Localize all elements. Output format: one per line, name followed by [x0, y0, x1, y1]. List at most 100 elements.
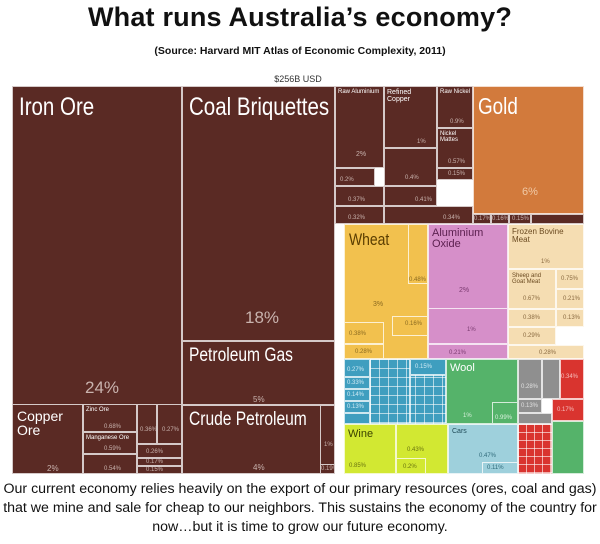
treemap-cell-cell-34: 0.28% — [344, 344, 384, 359]
treemap-cell-cell-32: 0.16% — [392, 316, 428, 336]
cell-share-label: 0.99% — [495, 415, 513, 421]
cell-share-label: 0.37% — [348, 197, 366, 203]
treemap-cell-cell-56: 0.17% — [552, 399, 584, 421]
treemap-cell-cell-54: 0.13% — [518, 399, 542, 413]
treemap-cell-gold: Gold 6% — [473, 86, 584, 214]
cell-share-label: 0.27% — [347, 367, 365, 373]
cell-share-label: 0.54% — [104, 466, 122, 472]
cell-name-label: Copper Ore — [17, 408, 63, 438]
cell-share-label: 0.26% — [146, 449, 164, 455]
treemap-cell-wine: Wine 0.85% — [344, 424, 396, 474]
cell-share-label: 0.16% — [405, 321, 423, 327]
cell-name-label: Aluminium Oxide — [432, 227, 484, 250]
cell-name-label: Sheep and Goat Meat — [512, 273, 542, 285]
treemap-cell-cell-20: 0.2% — [335, 168, 375, 186]
cell-share-label: 4% — [253, 463, 265, 472]
treemap-cell-cell-12: 0.15% — [137, 466, 182, 474]
cell-share-label: 0.4% — [405, 175, 419, 181]
cell-name-label: Raw Aluminium — [338, 89, 380, 95]
treemap: Iron Ore 24% Coal Briquettes 18% Petroleum G… — [12, 86, 584, 476]
cell-share-label: 0.32% — [348, 215, 366, 221]
treemap-cell-cell-14: 0.19% — [320, 464, 335, 474]
treemap-cell-raw-aluminium: Raw Aluminium 2% — [335, 86, 384, 168]
treemap-cell-cell-27: 0.17% — [473, 214, 491, 224]
cell-share-label: 0.68% — [104, 424, 122, 430]
cell-share-label: 0.16% — [492, 216, 509, 222]
treemap-cell-cell-48: 0.27% — [344, 359, 370, 377]
treemap-cell-petroleum-gas: Petroleum Gas 5% — [182, 341, 335, 405]
cell-share-label: 5% — [253, 395, 265, 404]
cell-share-label: 0.28% — [539, 350, 557, 356]
cell-share-label: 0.28% — [355, 349, 373, 355]
treemap-cell-cell-52: 0.13% — [344, 401, 370, 413]
cell-share-label: 0.75% — [561, 276, 579, 282]
treemap-cell-cell-22: 0.37% — [335, 186, 384, 206]
treemap-cell-cell-40: 0.75% — [556, 269, 584, 289]
treemap-cell-cell-24: 0.32% — [335, 206, 384, 224]
cell-share-label: 0.17% — [557, 407, 575, 413]
treemap-cell-cell-19: 0.15% — [437, 168, 473, 180]
cell-share-label: 0.13% — [521, 403, 539, 409]
cell-name-label: Refined Copper — [387, 89, 412, 103]
cell-share-label: 0.38% — [523, 315, 541, 321]
cell-name-label: Wool — [450, 362, 475, 374]
cell-name-label: Frozen Bovine Meat — [512, 227, 564, 244]
cell-share-label: 0.15% — [448, 171, 466, 177]
treemap-cell-cell-25: 0.34% — [384, 206, 473, 224]
treemap-cell-sheep-and-goat-meat: Sheep and Goat Meat 0.67% — [508, 269, 556, 309]
cell-name-label: Raw Nickel — [440, 89, 471, 95]
cell-name-label: Coal Briquettes — [189, 93, 330, 121]
treemap-cell-cell-7: 0.54% — [83, 454, 137, 474]
cell-share-label: 6% — [522, 186, 538, 198]
cell-name-label: Wine — [348, 428, 374, 440]
treemap-cell-cell-45: 0.28% — [508, 345, 584, 359]
treemap-cell-cell-8: 0.36% — [137, 404, 157, 444]
treemap-cell-zinc-ore: Zinc Ore 0.68% — [83, 404, 137, 432]
treemap-filler-cell — [531, 214, 584, 224]
cell-share-label: 0.17% — [146, 459, 164, 465]
treemap-filler-cell — [552, 421, 584, 474]
treemap-cell-cell-33: 0.38% — [344, 322, 384, 344]
treemap-cell-cell-10: 0.26% — [137, 444, 182, 458]
treemap-cell-cell-36: 1% — [428, 308, 508, 344]
treemap-cell-refined-copper: Refined Copper 1% — [384, 86, 437, 148]
treemap-cell-cell-47: 0.99% — [492, 402, 518, 424]
treemap-cell-cell-29: 0.15% — [509, 214, 531, 224]
cell-name-label: Crude Petroleum — [189, 409, 307, 430]
treemap-filler-cell — [344, 413, 370, 424]
cell-name-label: Manganese Ore — [86, 435, 130, 441]
treemap-cell-cell-49: 0.15% — [410, 359, 446, 375]
cell-share-label: 0.21% — [449, 350, 467, 356]
treemap-cell-cell-53: 0.28% — [518, 359, 542, 399]
cell-share-label: 0.57% — [448, 159, 466, 165]
treemap-cell-cell-21: 0.4% — [384, 148, 437, 186]
cell-share-label: 0.85% — [349, 463, 367, 469]
treemap-cell-cell-28: 0.16% — [491, 214, 509, 224]
cell-share-label: 0.13% — [347, 404, 365, 410]
cell-share-label: 0.15% — [512, 216, 530, 222]
cell-share-label: 1% — [417, 139, 426, 145]
treemap-grid-texture — [518, 424, 552, 474]
cell-share-label: 0.19% — [321, 466, 334, 472]
cell-share-label: 0.2% — [340, 177, 354, 183]
cell-share-label: 0.34% — [443, 215, 461, 221]
treemap-cell-cell-43: 0.13% — [556, 309, 584, 327]
cell-share-label: 0.15% — [146, 467, 164, 473]
cell-share-label: 0.13% — [563, 315, 581, 321]
treemap-cell-cell-61: 0.11% — [482, 462, 518, 474]
treemap-cell-cell-42: 0.38% — [508, 309, 556, 327]
treemap-cell-cell-44: 0.29% — [508, 327, 556, 345]
treemap-cell-cell-13: 1% — [320, 405, 335, 474]
treemap-cell-crude-petroleum: Crude Petroleum 4% — [182, 405, 335, 474]
cell-share-label: 1% — [324, 442, 333, 448]
treemap-cell-manganese-ore: Manganese Ore 0.59% — [83, 432, 137, 454]
treemap-cell-frozen-bovine-meat: Frozen Bovine Meat 1% — [508, 224, 584, 269]
cell-share-label: 0.34% — [561, 374, 579, 380]
treemap-filler-cell — [542, 359, 560, 399]
cell-share-label: 24% — [85, 378, 120, 397]
cell-share-label: 0.21% — [563, 296, 581, 302]
cell-name-label: Nickel Mattes — [440, 131, 459, 143]
treemap-cell-nickel-mattes: Nickel Mattes 0.57% — [437, 128, 473, 168]
cell-name-label: Zinc Ore — [86, 407, 110, 413]
cell-share-label: 0.27% — [162, 427, 180, 433]
